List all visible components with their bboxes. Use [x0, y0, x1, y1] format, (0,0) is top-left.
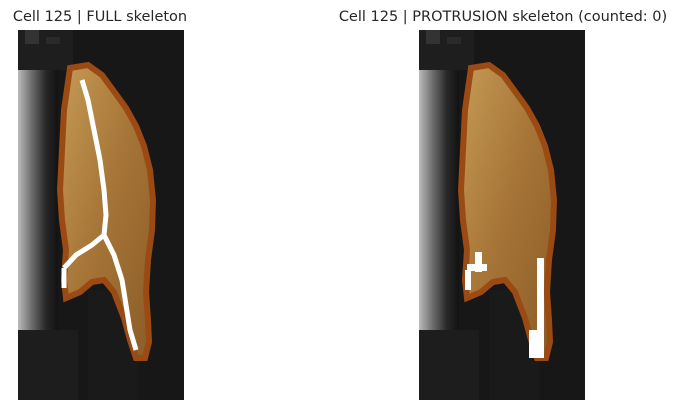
image-panel-protrusion: [419, 30, 585, 400]
microscopy-image-full: [18, 30, 184, 400]
skeleton-protrusion-2: [537, 258, 544, 358]
title-right: Cell 125 | PROTRUSION skeleton (counted:…: [338, 9, 668, 25]
skeleton-protrusion-1b: [467, 264, 487, 271]
title-left: Cell 125 | FULL skeleton: [12, 9, 188, 25]
skeleton-full: [62, 79, 109, 270]
microscopy-image-protrusion: [419, 30, 585, 400]
skeleton-protrusion-2b: [529, 330, 537, 358]
skeleton-protrusion-1c: [465, 270, 471, 290]
skeleton-protrusion-1: [475, 252, 482, 272]
skeleton-branch: [101, 233, 139, 351]
image-panel-full: [18, 30, 184, 400]
